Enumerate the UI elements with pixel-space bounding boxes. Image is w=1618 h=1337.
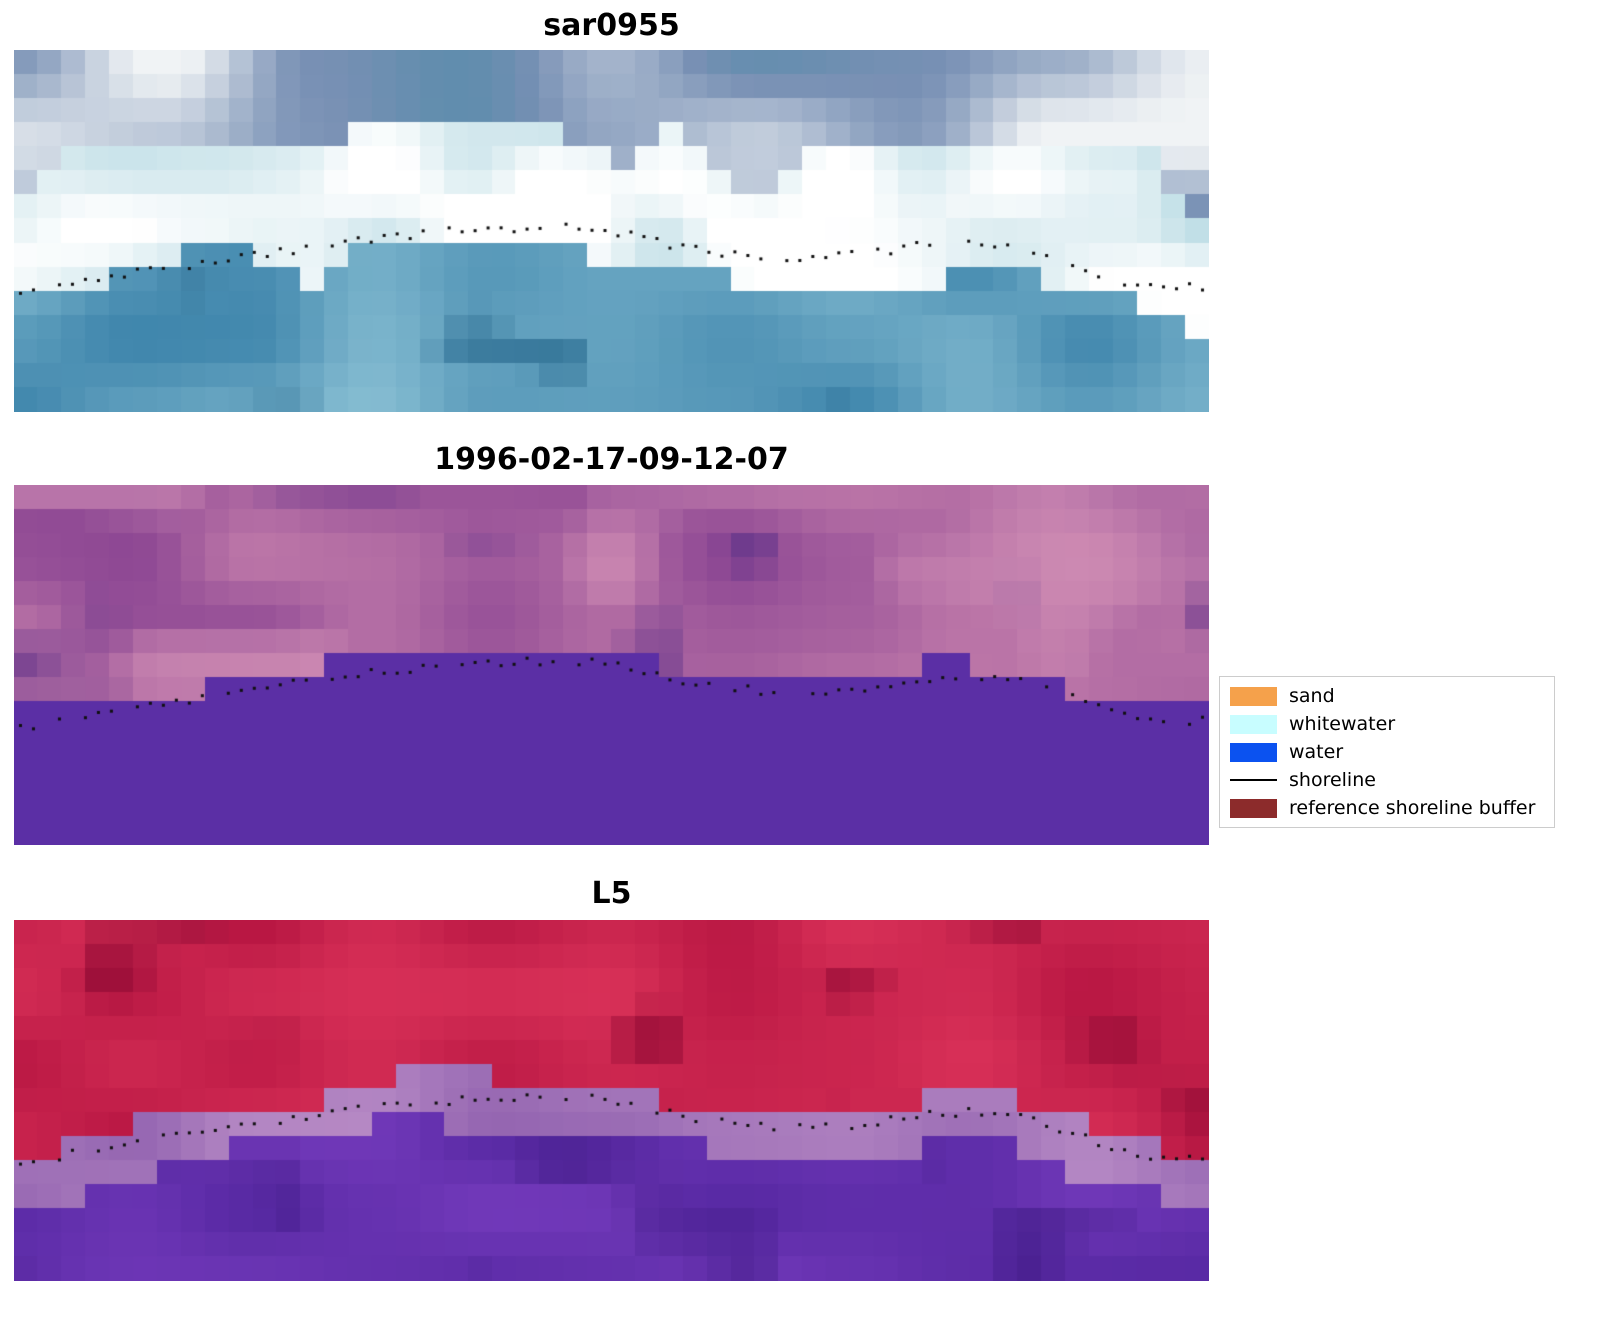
legend-item-shoreline: shoreline: [1230, 766, 1544, 794]
legend-patch-swatch: [1230, 686, 1277, 706]
legend-patch-swatch: [1230, 742, 1277, 762]
panel-title-date: 1996-02-17-09-12-07: [434, 442, 789, 477]
legend-patch-swatch: [1230, 798, 1277, 818]
sar-satellite-image: [14, 50, 1209, 412]
legend-patch-swatch: [1230, 714, 1277, 734]
shoreline-line-icon: [1230, 779, 1277, 781]
classified-image: [14, 485, 1209, 845]
legend-line-swatch: [1230, 771, 1277, 790]
legend-label: sand: [1289, 685, 1335, 707]
legend-item-reference-shoreline-buffer: reference shoreline buffer: [1230, 794, 1544, 822]
legend-label: shoreline: [1289, 769, 1376, 791]
legend: sand whitewater water shoreline reference sh…: [1219, 676, 1555, 828]
panel-title-l5: L5: [591, 876, 632, 911]
legend-label: water: [1289, 741, 1344, 763]
legend-item-sand: sand: [1230, 682, 1544, 710]
legend-label: whitewater: [1289, 713, 1396, 735]
legend-item-whitewater: whitewater: [1230, 710, 1544, 738]
legend-item-water: water: [1230, 738, 1544, 766]
legend-label: reference shoreline buffer: [1289, 797, 1536, 819]
panel-title-sar0955: sar0955: [543, 8, 680, 43]
l5-false-color-image: [14, 920, 1209, 1281]
